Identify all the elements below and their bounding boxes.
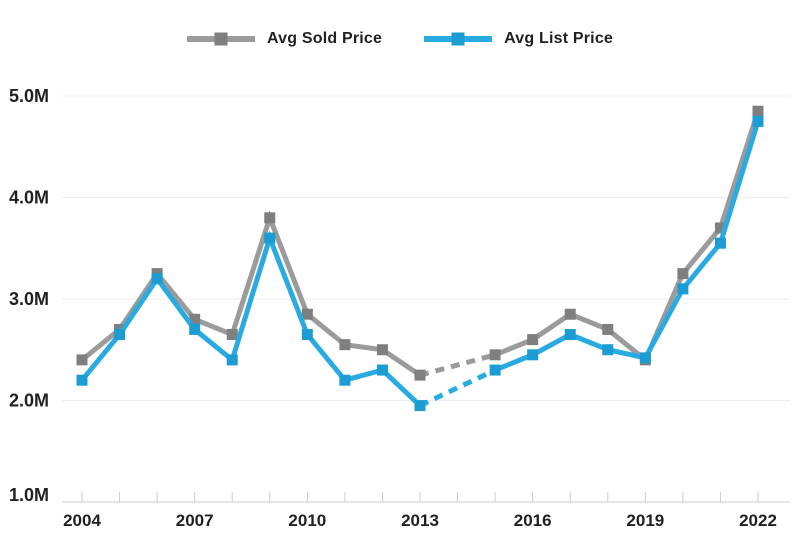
avg-sold-price-marker [264,212,276,224]
legend-label-avg-sold-price: Avg Sold Price [266,30,383,47]
avg-list-price-dashed-segment [418,367,497,408]
avg-sold-price-marker [677,268,689,280]
avg-sold-price-dashed-segment [419,352,496,378]
avg-sold-price-marker [189,313,201,325]
x-axis-label: 2007 [176,511,214,530]
legend-square-marker-icon [451,32,465,46]
avg-sold-price-marker [301,308,313,320]
avg-list-price-marker [527,349,539,361]
avg-sold-price-marker [752,105,764,117]
avg-sold-price-marker [489,349,501,361]
avg-list-price-marker [677,283,689,295]
avg-list-price-marker [602,344,614,356]
avg-sold-price-marker [226,329,238,341]
legend-label-avg-list-price: Avg List Price [504,30,614,47]
avg-list-price-marker [714,237,726,249]
avg-list-price-marker [376,364,388,376]
legend-square-marker-icon [214,32,228,46]
avg-list-price-marker [414,400,426,412]
avg-list-price-line [494,120,761,373]
avg-sold-price-marker [564,308,576,320]
x-axis-label: 2022 [739,511,777,530]
avg-list-price-marker [639,352,651,364]
legend-line-avg-sold-price [186,32,255,46]
legend-item-avg-sold-price: Avg Sold Price [186,30,383,48]
avg-list-price-marker [114,329,126,341]
legend: Avg Sold Price Avg List Price [0,30,800,48]
avg-sold-price-marker [602,323,614,335]
x-axis-label: 2010 [288,511,326,530]
avg-sold-price-line [80,210,422,378]
avg-list-price-marker [564,329,576,341]
y-axis-label: 3.0M [9,289,49,309]
avg-list-price-marker [226,354,238,366]
y-axis-label: 5.0M [9,86,49,106]
avg-sold-price-marker [376,344,388,356]
avg-list-price-marker [339,374,351,386]
avg-list-price-marker [151,273,163,285]
avg-sold-price-line [494,110,761,364]
y-axis-label: 4.0M [9,188,49,208]
y-axis-label: 1.0M [9,485,49,505]
x-axis-label: 2019 [626,511,664,530]
avg-list-price-marker [301,329,313,341]
avg-sold-price-marker [527,334,539,346]
x-axis-label: 2016 [514,511,552,530]
legend-item-avg-list-price: Avg List Price [424,30,613,48]
avg-list-price-marker [264,232,276,244]
avg-list-price-marker [76,374,88,386]
avg-list-price-marker [189,323,201,335]
avg-sold-price-marker [714,222,726,234]
y-axis-label: 2.0M [9,391,49,411]
legend-line-avg-list-price [424,32,493,46]
avg-sold-price-marker [76,354,88,366]
avg-list-price-marker [489,364,501,376]
avg-sold-price-marker [414,369,426,381]
avg-sold-price-marker [339,339,351,351]
x-axis-label: 2004 [63,511,101,530]
avg-list-price-line [80,230,422,408]
x-axis-label: 2013 [401,511,439,530]
avg-list-price-marker [752,115,764,127]
